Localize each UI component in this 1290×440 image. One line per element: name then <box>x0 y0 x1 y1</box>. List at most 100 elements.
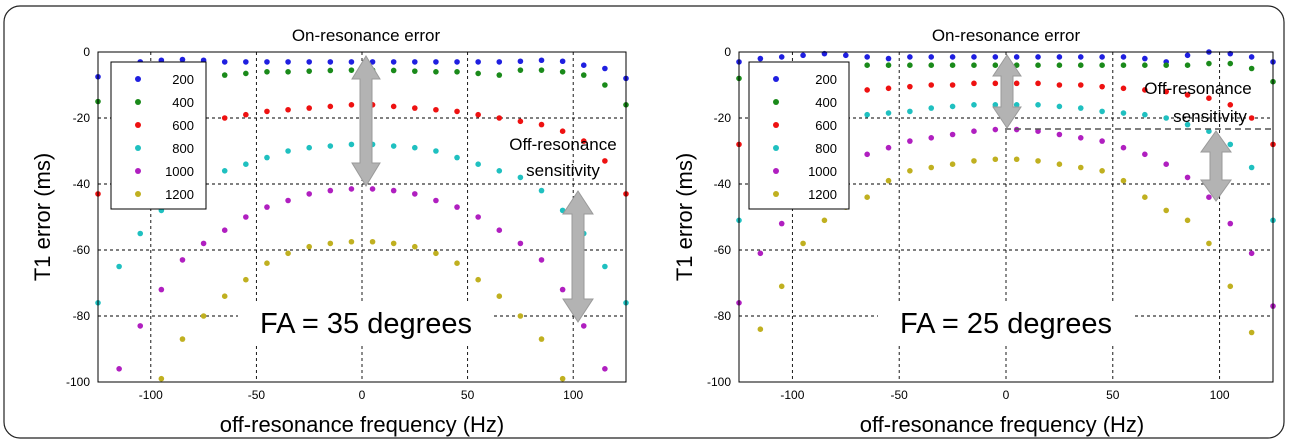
right-point-200 <box>1120 54 1127 60</box>
left-legend-label-1000: 1000 <box>165 164 194 179</box>
right-off-resonance-arrow <box>1200 130 1232 202</box>
left-point-1000 <box>580 323 587 329</box>
left-off-resonance-arrow <box>562 190 594 323</box>
right-point-400 <box>864 62 870 68</box>
right-point-1200 <box>1099 168 1105 174</box>
left-point-1200 <box>433 250 439 257</box>
left-point-800 <box>327 143 334 149</box>
left-y-tick-label: -80 <box>73 309 91 323</box>
left-point-1000 <box>285 197 291 204</box>
left-point-400 <box>348 67 355 73</box>
left-legend-label-1200: 1200 <box>165 187 194 202</box>
right-fa-label-background <box>878 301 1134 343</box>
right-point-1200 <box>949 161 956 167</box>
right-on-resonance-arrow <box>992 54 1022 129</box>
right-point-1200 <box>885 177 892 184</box>
right-point-1200 <box>800 240 806 247</box>
right-off-resonance-label-line1: Off-resonance <box>1144 79 1251 98</box>
left-point-200 <box>221 59 228 65</box>
right-point-1000 <box>1248 250 1255 257</box>
left-legend-label-400: 400 <box>172 95 194 110</box>
left-point-400 <box>559 69 566 75</box>
right-y-tick-label: -100 <box>707 375 731 389</box>
right-point-600 <box>992 80 999 87</box>
left-point-800 <box>348 141 355 148</box>
left-point-1000 <box>158 286 165 293</box>
left-x-axis-label: off-resonance frequency (Hz) <box>220 412 505 437</box>
right-y-tick-label: 0 <box>724 45 731 59</box>
left-legend: 200 400 600 800 1000 1200 <box>110 61 207 210</box>
left-point-600 <box>475 111 481 118</box>
left-point-1000 <box>390 187 397 194</box>
right-point-200 <box>864 54 870 60</box>
right-point-1200 <box>757 326 764 333</box>
left-point-1200 <box>559 375 566 382</box>
right-point-200 <box>1184 52 1191 59</box>
left-point-600 <box>390 103 397 110</box>
right-point-600 <box>1099 83 1105 90</box>
right-point-400 <box>1206 60 1212 67</box>
left-point-1200 <box>285 250 291 257</box>
right-point-200 <box>800 52 806 59</box>
right-point-400 <box>928 62 935 68</box>
right-point-1200 <box>864 194 870 200</box>
right-point-600 <box>1163 88 1169 95</box>
right-x-tick-labels: -100 -50 0 50 100 <box>780 388 1230 402</box>
right-legend: 200 400 600 800 1000 1200 <box>748 61 850 210</box>
left-point-1000 <box>327 187 334 194</box>
right-point-1000 <box>1227 220 1234 227</box>
right-point-600 <box>1248 115 1255 121</box>
left-point-1200 <box>306 243 313 250</box>
right-point-800 <box>971 102 977 108</box>
left-point-1200 <box>538 336 545 342</box>
left-point-1200 <box>475 276 481 283</box>
right-legend-label-1200: 1200 <box>808 187 837 202</box>
left-y-tick-label: 0 <box>83 45 90 59</box>
right-point-1200 <box>1120 177 1127 184</box>
left-point-400 <box>538 67 545 73</box>
left-point-800 <box>496 168 503 174</box>
left-title: On-resonance error <box>292 26 441 45</box>
left-x-tick-label: -50 <box>248 388 266 402</box>
left-off-resonance-label-line2: sensitivity <box>526 161 600 180</box>
left-point-400 <box>285 69 291 75</box>
right-point-1000 <box>1056 131 1063 138</box>
left-x-tick-labels: -100 -50 0 50 100 <box>139 388 584 402</box>
left-point-200 <box>179 56 186 63</box>
left-legend-box <box>110 61 207 210</box>
right-point-800 <box>1227 141 1234 148</box>
left-point-1200 <box>390 240 397 247</box>
right-legend-label-400: 400 <box>815 95 837 110</box>
right-point-600 <box>1035 80 1041 87</box>
left-point-1200 <box>200 313 207 319</box>
left-point-600 <box>327 103 334 110</box>
right-point-600 <box>1227 102 1234 108</box>
left-point-800 <box>116 263 122 270</box>
right-point-1000 <box>885 144 892 151</box>
left-point-1000 <box>348 186 355 192</box>
left-point-1000 <box>179 257 186 263</box>
left-y-axis-label: T1 error (ms) <box>30 153 55 281</box>
right-legend-label-1000: 1000 <box>808 164 837 179</box>
right-point-800 <box>949 103 956 110</box>
right-point-1000 <box>1206 194 1212 200</box>
right-point-600 <box>885 85 892 92</box>
left-point-200 <box>390 59 397 65</box>
right-plot-area <box>738 51 1274 383</box>
left-point-200 <box>348 59 355 65</box>
left-point-200 <box>412 59 418 65</box>
left-point-1000 <box>264 204 270 210</box>
right-point-1000 <box>1077 135 1084 141</box>
left-point-1200 <box>179 336 186 342</box>
right-title: On-resonance error <box>932 26 1081 45</box>
right-point-800 <box>864 111 870 118</box>
right-point-800 <box>1142 111 1148 118</box>
left-point-400 <box>496 72 503 78</box>
left-point-1000 <box>412 191 418 197</box>
left-x-tick-label: -100 <box>139 388 163 402</box>
left-point-600 <box>306 105 313 111</box>
left-point-800 <box>538 187 545 194</box>
left-point-400 <box>264 69 270 75</box>
right-fa-label: FA = 25 degrees <box>900 308 1112 340</box>
right-point-800 <box>1184 121 1191 128</box>
